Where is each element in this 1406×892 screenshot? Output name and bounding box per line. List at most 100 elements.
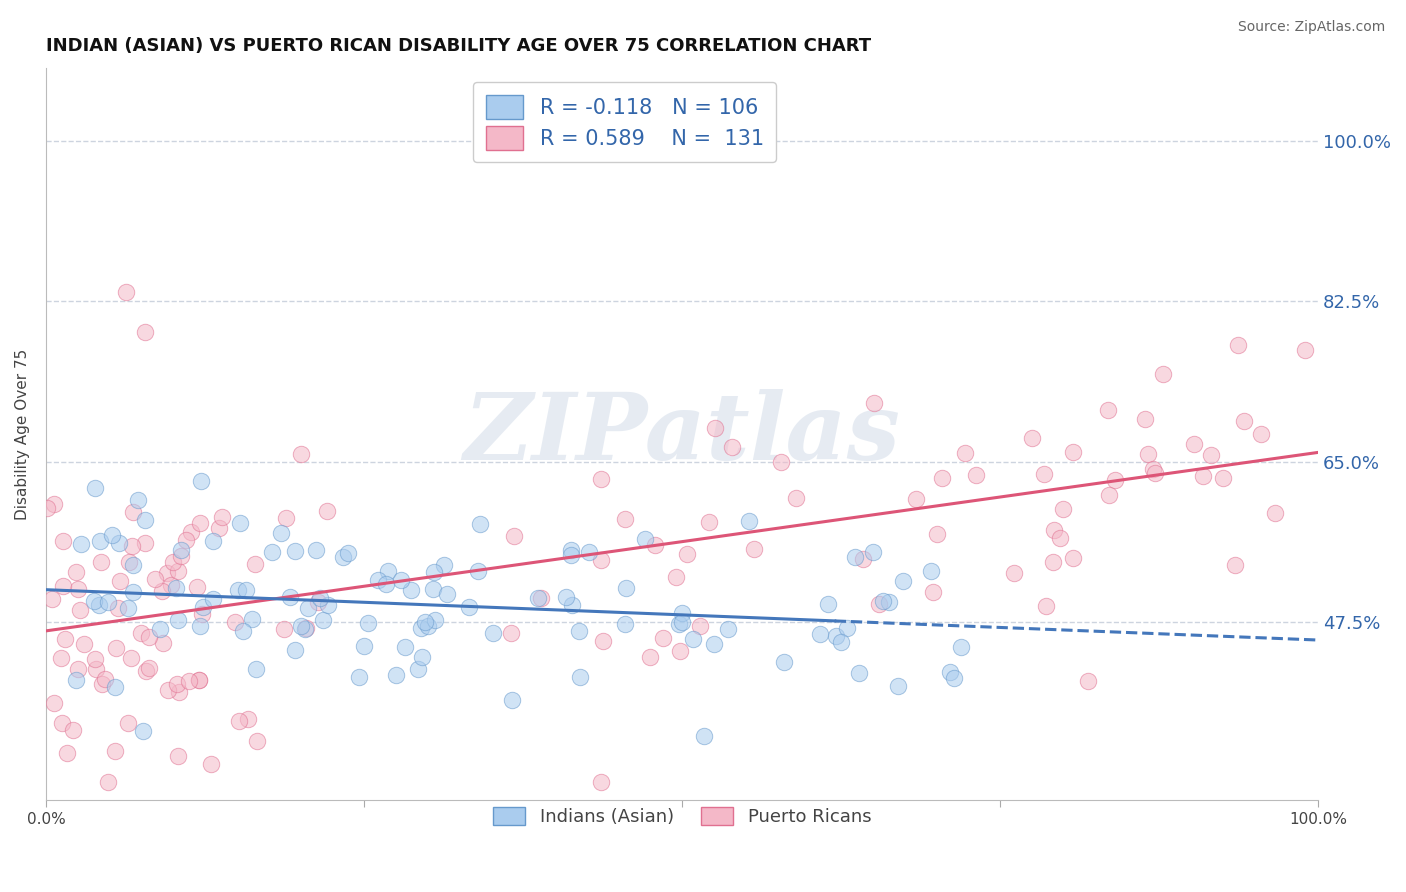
Point xyxy=(862,545,884,559)
Point xyxy=(159,578,181,592)
Point xyxy=(554,590,576,604)
Point xyxy=(191,607,214,622)
Point xyxy=(117,601,139,615)
Point xyxy=(671,606,693,620)
Point xyxy=(560,548,582,562)
Point xyxy=(149,622,172,636)
Point xyxy=(89,533,111,548)
Point xyxy=(1144,466,1167,480)
Point xyxy=(156,566,179,580)
Point xyxy=(904,491,927,506)
Point xyxy=(332,550,354,565)
Point xyxy=(470,516,492,531)
Point xyxy=(294,622,316,636)
Point xyxy=(385,667,408,681)
Point xyxy=(669,644,692,658)
Point xyxy=(208,521,231,535)
Point xyxy=(312,613,335,627)
Point xyxy=(41,592,63,607)
Point xyxy=(1062,551,1084,566)
Point xyxy=(1097,403,1119,417)
Point xyxy=(569,670,592,684)
Point xyxy=(97,775,120,789)
Point xyxy=(561,598,583,612)
Point xyxy=(703,637,725,651)
Point xyxy=(127,493,149,508)
Point xyxy=(423,566,446,580)
Point xyxy=(1227,337,1250,351)
Point xyxy=(115,285,138,299)
Point xyxy=(668,616,690,631)
Point xyxy=(638,650,661,665)
Point xyxy=(411,650,433,665)
Point xyxy=(169,685,191,699)
Point xyxy=(614,512,637,526)
Point xyxy=(35,500,58,515)
Point xyxy=(578,545,600,559)
Point xyxy=(614,617,637,632)
Point xyxy=(270,526,292,541)
Point xyxy=(56,746,79,760)
Point xyxy=(191,600,214,615)
Point xyxy=(1049,531,1071,545)
Point xyxy=(770,455,793,469)
Point xyxy=(66,582,89,597)
Point xyxy=(83,652,105,666)
Point xyxy=(481,625,503,640)
Point xyxy=(877,595,900,609)
Point xyxy=(501,693,523,707)
Point xyxy=(1250,426,1272,441)
Point xyxy=(90,555,112,569)
Point xyxy=(1043,524,1066,538)
Point xyxy=(592,633,614,648)
Point xyxy=(837,621,859,635)
Point xyxy=(389,573,412,587)
Point xyxy=(180,525,202,540)
Point xyxy=(135,665,157,679)
Point xyxy=(676,547,699,561)
Point xyxy=(817,597,839,611)
Point xyxy=(568,624,591,638)
Point xyxy=(294,621,316,635)
Point xyxy=(1192,469,1215,483)
Point xyxy=(1212,470,1234,484)
Point xyxy=(634,533,657,547)
Point xyxy=(167,613,190,627)
Point xyxy=(1264,506,1286,520)
Point xyxy=(162,555,184,569)
Point xyxy=(862,396,884,410)
Point xyxy=(49,651,72,665)
Point xyxy=(1104,473,1126,487)
Point xyxy=(418,619,440,633)
Point xyxy=(375,576,398,591)
Point xyxy=(134,536,156,550)
Point xyxy=(73,637,96,651)
Point xyxy=(138,661,160,675)
Point xyxy=(87,598,110,612)
Point xyxy=(44,497,66,511)
Point xyxy=(353,639,375,653)
Point xyxy=(174,533,197,548)
Point xyxy=(84,662,107,676)
Point xyxy=(742,541,765,556)
Point xyxy=(201,591,224,606)
Point xyxy=(243,557,266,571)
Point xyxy=(121,505,143,519)
Point xyxy=(84,481,107,495)
Point xyxy=(190,474,212,488)
Point xyxy=(65,565,87,579)
Point xyxy=(170,543,193,558)
Point xyxy=(246,733,269,747)
Point xyxy=(965,468,987,483)
Point xyxy=(1002,566,1025,580)
Point xyxy=(921,584,943,599)
Point xyxy=(108,574,131,588)
Point xyxy=(224,615,246,629)
Point xyxy=(120,651,142,665)
Point xyxy=(245,662,267,676)
Point xyxy=(920,564,942,578)
Text: ZIPatlas: ZIPatlas xyxy=(464,389,901,479)
Point xyxy=(104,641,127,656)
Point xyxy=(1152,367,1174,381)
Point xyxy=(720,440,742,454)
